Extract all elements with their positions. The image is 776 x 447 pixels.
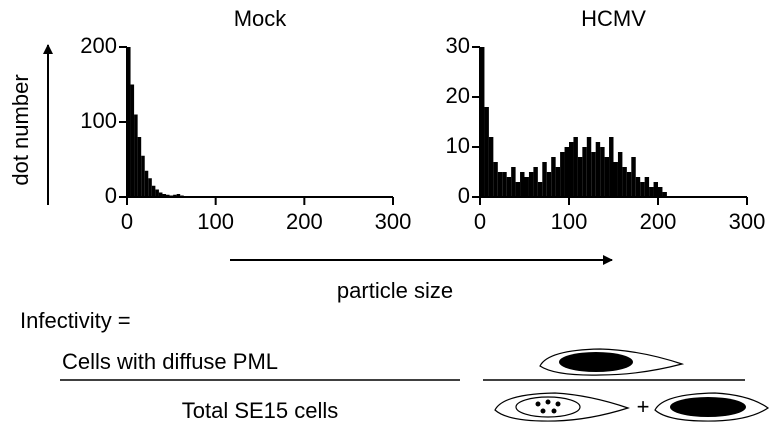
bar: [166, 194, 170, 197]
bar: [600, 147, 605, 197]
nucleus: [670, 397, 746, 417]
bar: [162, 194, 167, 197]
nucleus: [515, 396, 581, 418]
bar: [493, 162, 498, 197]
y-tick-label: 0: [105, 183, 117, 208]
bar: [595, 142, 601, 197]
bar: [649, 187, 654, 197]
bar: [546, 172, 552, 197]
y-tick-label: 20: [446, 83, 470, 108]
bar: [631, 157, 636, 197]
y-tick-label: 100: [80, 108, 117, 133]
x-tick-label: 0: [121, 209, 133, 234]
bar: [528, 172, 534, 197]
bar: [653, 182, 658, 197]
bar: [480, 47, 485, 197]
bar: [515, 182, 521, 197]
bar: [155, 189, 159, 197]
plus: +: [637, 394, 650, 419]
y-tick-label: 10: [446, 133, 470, 158]
x-tick-label: 100: [197, 209, 234, 234]
bar: [582, 147, 587, 197]
bar: [604, 157, 610, 197]
bar: [658, 187, 663, 197]
bar: [144, 170, 149, 197]
x-tick-label: 200: [640, 209, 677, 234]
bar: [130, 84, 135, 197]
bar: [560, 152, 565, 197]
bar: [173, 194, 177, 197]
bar: [511, 167, 516, 197]
x-tick-label: 200: [286, 209, 323, 234]
bar: [577, 157, 583, 197]
x-tick-label: 0: [474, 209, 486, 234]
bar: [533, 167, 538, 197]
bar: [488, 137, 494, 197]
bar: [158, 192, 163, 197]
formula-label: Infectivity =: [20, 308, 131, 333]
bar: [635, 177, 641, 197]
bar: [564, 147, 569, 197]
denominator: Total SE15 cells: [182, 398, 339, 423]
chart-title: HCMV: [581, 6, 646, 31]
bar: [591, 152, 596, 197]
bar: [134, 114, 138, 197]
bar: [551, 157, 556, 197]
bar: [555, 167, 561, 197]
bar: [573, 137, 578, 197]
bar: [537, 182, 543, 197]
bar: [176, 194, 181, 197]
bar: [586, 137, 592, 197]
bar: [127, 47, 131, 197]
bar: [137, 137, 142, 197]
bar: [151, 185, 156, 197]
bar: [617, 152, 623, 197]
y-tick-label: 200: [80, 33, 117, 58]
nucleus: [559, 352, 633, 372]
bar: [622, 167, 627, 197]
x-axis-label: particle size: [337, 278, 453, 303]
bar: [542, 162, 547, 197]
x-tick-label: 300: [729, 209, 766, 234]
bar: [484, 107, 489, 197]
bar: [148, 178, 152, 197]
pml-dots: [535, 399, 561, 414]
y-tick-label: 30: [446, 33, 470, 58]
bar: [640, 182, 645, 197]
bar: [613, 162, 618, 197]
bar: [644, 177, 650, 197]
bar: [502, 172, 507, 197]
bar: [609, 137, 614, 197]
bar: [662, 192, 667, 197]
y-axis-label: dot number: [8, 74, 33, 185]
bar: [506, 177, 512, 197]
x-tick-label: 300: [375, 209, 412, 234]
bar: [141, 155, 145, 197]
bar: [626, 172, 632, 197]
bar: [497, 172, 503, 197]
x-tick-label: 100: [551, 209, 588, 234]
y-tick-label: 0: [458, 183, 470, 208]
bar: [520, 172, 525, 197]
numerator: Cells with diffuse PML: [62, 349, 278, 374]
bar: [569, 142, 574, 197]
chart-title: Mock: [234, 6, 288, 31]
bar: [524, 177, 529, 197]
